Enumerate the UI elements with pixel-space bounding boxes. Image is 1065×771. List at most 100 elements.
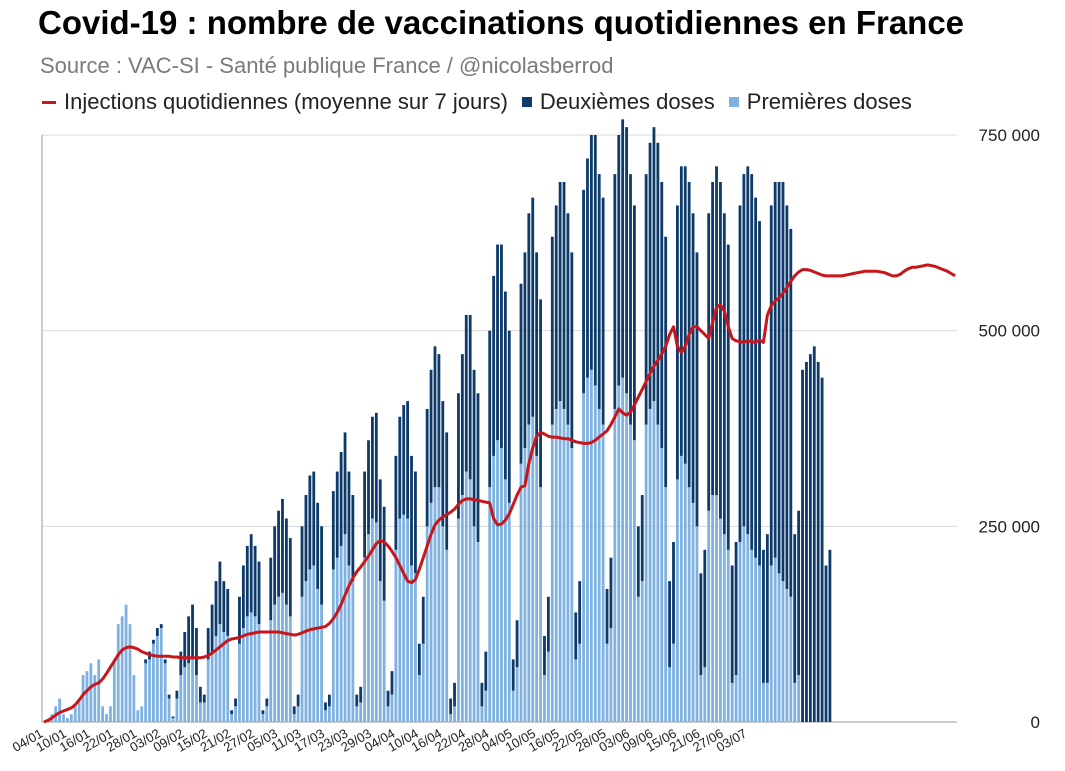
bar-second-dose <box>507 330 511 503</box>
bar-second-dose <box>550 236 554 425</box>
bar-second-dose <box>284 518 288 605</box>
bar-first-dose <box>699 675 703 722</box>
bar-first-dose <box>457 518 460 722</box>
bar-second-dose <box>715 166 718 496</box>
bar-first-dose <box>230 714 234 722</box>
bar-first-dose <box>288 616 292 722</box>
bar-first-dose <box>734 675 738 722</box>
bar-first-dose <box>632 440 636 722</box>
bar-second-dose <box>417 643 421 676</box>
bar-first-dose <box>187 663 191 722</box>
bar-second-dose <box>488 330 492 488</box>
bar-first-dose <box>773 557 777 722</box>
bar-second-dose <box>691 213 695 503</box>
bar-first-dose <box>132 675 136 722</box>
bar-first-dose <box>273 604 277 722</box>
bar-second-dose <box>719 181 722 519</box>
bar-first-dose <box>343 534 347 722</box>
bar-first-dose <box>241 628 245 722</box>
bar-first-dose <box>378 581 382 722</box>
bar-first-dose <box>421 643 425 722</box>
bar-first-dose <box>77 698 81 722</box>
bar-second-dose <box>261 710 265 715</box>
bar-second-dose <box>828 549 832 722</box>
bar-second-dose <box>292 706 296 715</box>
bar-first-dose <box>281 592 284 722</box>
bar-first-dose <box>253 616 257 722</box>
bar-first-dose <box>468 479 472 722</box>
bar-first-dose <box>500 448 503 722</box>
bar-second-dose <box>582 189 585 394</box>
bar-first-dose <box>195 675 198 722</box>
bar-first-dose <box>625 393 628 722</box>
bar-first-dose <box>140 706 144 722</box>
y-tick-label: 750 000 <box>979 126 1040 145</box>
bar-second-dose <box>249 534 253 613</box>
bar-first-dose <box>144 663 148 722</box>
bar-second-dose <box>593 135 597 386</box>
bar-second-dose <box>367 440 370 535</box>
legend-item-first-doses: Premières doses <box>728 89 912 115</box>
bar-second-dose <box>269 557 273 621</box>
bar-first-dose <box>719 518 722 722</box>
bar-second-dose <box>644 174 648 425</box>
bar-second-dose <box>511 659 515 691</box>
bar-first-dose <box>492 455 496 722</box>
bar-first-dose <box>648 408 652 722</box>
bar-first-dose <box>722 534 726 722</box>
bar-second-dose <box>183 631 187 668</box>
bar-first-dose <box>66 718 69 722</box>
bar-second-dose <box>554 205 558 409</box>
bar-second-dose <box>586 158 589 378</box>
bar-first-dose <box>85 671 89 722</box>
bar-first-dose <box>629 424 632 722</box>
bar-second-dose <box>660 181 664 449</box>
bar-first-dose <box>109 706 112 722</box>
legend-label-first: Premières doses <box>746 89 912 114</box>
bar-second-dose <box>601 197 605 425</box>
bar-second-dose <box>726 244 730 550</box>
bar-first-dose <box>523 448 527 722</box>
bar-first-dose <box>535 455 539 722</box>
bar-second-dose <box>679 166 683 456</box>
bar-first-dose <box>546 651 550 722</box>
bar-second-dose <box>777 181 781 574</box>
bar-second-dose <box>386 690 390 707</box>
bar-first-dose <box>660 448 664 722</box>
bar-first-dose <box>789 596 793 722</box>
bar-second-dose <box>539 299 542 488</box>
bar-second-dose <box>453 682 456 707</box>
bar-second-dose <box>316 502 320 589</box>
bar-second-dose <box>191 604 194 660</box>
bar-first-dose <box>617 385 621 722</box>
bar-first-dose <box>644 424 648 722</box>
bar-first-dose <box>414 573 417 722</box>
bar-second-dose <box>163 659 167 664</box>
bar-first-dose <box>371 518 374 722</box>
bar-second-dose <box>378 479 382 582</box>
bar-first-dose <box>668 667 672 722</box>
bar-first-dose <box>198 702 202 722</box>
bar-second-dose <box>589 135 593 370</box>
bar-first-dose <box>582 393 585 722</box>
bar-second-dose <box>636 526 640 597</box>
bar-first-dose <box>284 604 288 722</box>
bar-second-dose <box>664 236 668 488</box>
legend-square-first <box>728 97 739 107</box>
bar-second-dose <box>414 471 417 574</box>
bar-second-dose <box>734 541 738 676</box>
bar-first-dose <box>374 522 378 722</box>
bar-second-dose <box>308 475 312 570</box>
bar-first-dose <box>292 714 296 722</box>
bar-second-dose <box>808 354 812 722</box>
bar-first-dose <box>664 487 668 722</box>
bar-second-dose <box>331 491 335 570</box>
bar-first-dose <box>222 631 226 722</box>
bar-first-dose <box>97 659 101 722</box>
bar-second-dose <box>503 291 507 480</box>
bar-first-dose <box>488 487 492 722</box>
bar-second-dose <box>437 354 441 488</box>
bar-first-dose <box>331 569 335 722</box>
legend-item-second-doses: Deuxièmes doses <box>521 89 715 115</box>
bar-second-dose <box>793 534 797 683</box>
